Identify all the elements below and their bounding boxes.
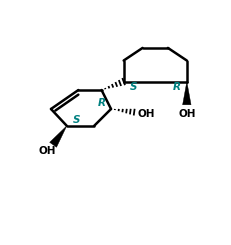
Text: R: R bbox=[97, 98, 106, 108]
Text: OH: OH bbox=[38, 146, 55, 156]
Text: R: R bbox=[172, 82, 180, 92]
Text: OH: OH bbox=[178, 109, 196, 119]
Polygon shape bbox=[183, 82, 191, 105]
Text: OH: OH bbox=[137, 109, 155, 119]
Text: S: S bbox=[73, 114, 80, 124]
Polygon shape bbox=[50, 126, 67, 147]
Text: S: S bbox=[129, 82, 137, 92]
